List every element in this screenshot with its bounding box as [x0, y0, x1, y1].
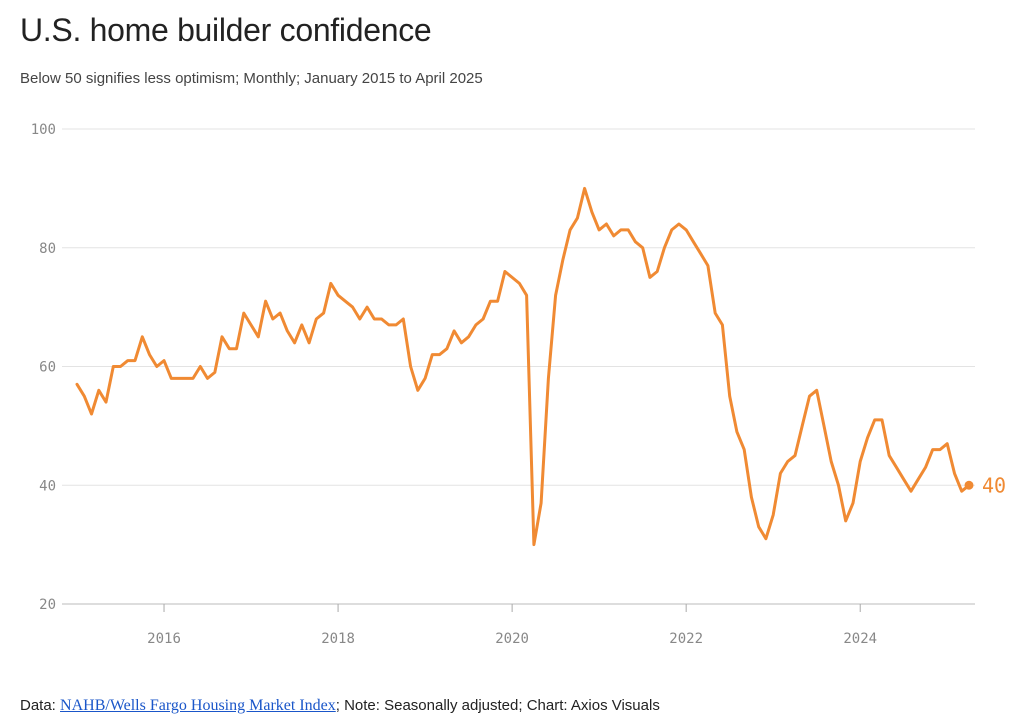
series-line: [75, 186, 971, 547]
footer-suffix: ; Note: Seasonally adjusted; Chart: Axio…: [335, 697, 660, 714]
x-tick-label-2016: 2016: [147, 631, 181, 647]
end-point-marker: [964, 480, 974, 490]
y-tick-label-20: 20: [39, 597, 56, 613]
y-tick-label-40: 40: [39, 478, 56, 494]
end-value-label: 40: [982, 473, 1006, 497]
data-source-link[interactable]: NAHB/Wells Fargo Housing Market Index: [60, 697, 336, 714]
line-chart: 20 40 60 80 100 2016 2018 2020 2022 2024 40: [31, 122, 1006, 647]
y-tick-label-100: 100: [31, 122, 56, 138]
chart-title: U.S. home builder confidence: [20, 12, 432, 48]
x-tick-label-2018: 2018: [321, 631, 355, 647]
x-tick-label-2020: 2020: [495, 631, 529, 647]
source-footer: Data: NAHB/Wells Fargo Housing Market In…: [20, 697, 660, 715]
x-tick-label-2022: 2022: [669, 631, 703, 647]
y-tick-label-80: 80: [39, 241, 56, 257]
footer-prefix: Data:: [20, 697, 61, 714]
x-tick-label-2024: 2024: [843, 631, 877, 647]
chart-subtitle: Below 50 signifies less optimism; Monthl…: [20, 70, 483, 87]
y-tick-label-60: 60: [39, 360, 56, 376]
